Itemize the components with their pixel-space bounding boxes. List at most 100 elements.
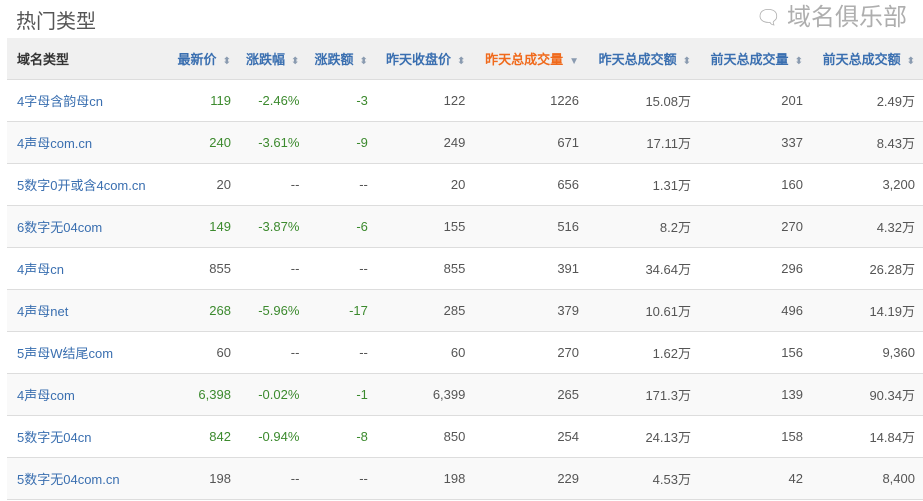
- cell: 1.31万: [587, 163, 699, 206]
- cell: 9,360: [810, 331, 923, 374]
- column-header-4[interactable]: 昨天收盘价 ⬍: [375, 38, 474, 80]
- watermark-text: 域名俱乐部: [787, 4, 907, 31]
- cell: -9: [307, 121, 376, 164]
- cell: -3: [307, 79, 376, 122]
- cell: 391: [473, 247, 588, 290]
- cell: 14.84万: [810, 415, 923, 458]
- page-title: 热门类型: [16, 11, 96, 33]
- cell: 26.28万: [810, 247, 923, 290]
- cell: 201: [698, 79, 811, 122]
- cell: -0.02%: [238, 373, 308, 416]
- table-row: 5数字0开或含4com.cn 20 -- -- 20 656 1.31万 160 3,200: [7, 163, 923, 206]
- cell: --: [238, 331, 308, 374]
- cell: -6: [307, 205, 376, 248]
- column-label: 涨跌幅: [246, 52, 286, 67]
- cell: 254: [473, 415, 588, 458]
- cell: 149: [170, 205, 239, 248]
- cell: 24.13万: [587, 415, 699, 458]
- sort-icon[interactable]: ⬍: [794, 56, 803, 67]
- cell: 155: [375, 205, 474, 248]
- domain-type-link[interactable]: 5声母W结尾com: [7, 331, 171, 374]
- cell: 296: [698, 247, 811, 290]
- cell: 850: [375, 415, 474, 458]
- column-label: 最新价: [177, 52, 217, 67]
- column-label: 昨天总成交量: [485, 52, 564, 67]
- column-header-7[interactable]: 前天总成交量 ⬍: [698, 38, 811, 80]
- sort-icon[interactable]: ⬍: [222, 56, 231, 67]
- cell: -3.61%: [238, 121, 308, 164]
- cell: --: [238, 163, 308, 206]
- domain-type-link[interactable]: 4声母net: [7, 289, 171, 332]
- domain-type-link[interactable]: 5数字无04com.cn: [7, 457, 171, 500]
- cell: 20: [375, 163, 474, 206]
- column-header-8[interactable]: 前天总成交额 ⬍: [810, 38, 923, 80]
- hot-types-table: 域名类型 最新价 ⬍ 涨跌幅 ⬍ 涨跌额 ⬍ 昨天收盘价 ⬍ 昨天总成交量 ▼ 昨天总成交额 ⬍ 前天总成…: [7, 38, 923, 500]
- table-row: 6数字无04com 149 -3.87% -6 155 516 8.2万 270 4.32万: [7, 205, 923, 248]
- cell: 842: [170, 415, 239, 458]
- column-label: 昨天收盘价: [385, 52, 451, 67]
- column-label: 前天总成交量: [710, 52, 789, 67]
- column-header-6[interactable]: 昨天总成交额 ⬍: [587, 38, 699, 80]
- cell: 1226: [473, 79, 588, 122]
- domain-type-link[interactable]: 4字母含韵母cn: [7, 79, 171, 122]
- sort-icon[interactable]: ⬍: [906, 56, 915, 67]
- domain-type-link[interactable]: 4声母com: [7, 373, 171, 416]
- cell: 14.19万: [810, 289, 923, 332]
- cell: 160: [698, 163, 811, 206]
- cell: 337: [698, 121, 811, 164]
- cell: --: [307, 331, 376, 374]
- cell: 4.32万: [810, 205, 923, 248]
- cell: --: [307, 457, 376, 500]
- domain-type-link[interactable]: 4声母cn: [7, 247, 171, 290]
- cell: 198: [375, 457, 474, 500]
- cell: -5.96%: [238, 289, 308, 332]
- cell: 855: [170, 247, 239, 290]
- cell: 6,399: [375, 373, 474, 416]
- table-row: 5数字无04com.cn 198 -- -- 198 229 4.53万 42 8,400: [7, 457, 923, 500]
- sort-icon[interactable]: ⬍: [682, 56, 691, 67]
- cell: 20: [170, 163, 239, 206]
- cell: 265: [473, 373, 588, 416]
- column-header-3[interactable]: 涨跌额 ⬍: [307, 38, 376, 80]
- cell: 10.61万: [587, 289, 699, 332]
- column-label: 域名类型: [17, 52, 70, 67]
- cell: 496: [698, 289, 811, 332]
- cell: 379: [473, 289, 588, 332]
- cell: -17: [307, 289, 376, 332]
- cell: 2.49万: [810, 79, 923, 122]
- cell: 156: [698, 331, 811, 374]
- cell: --: [307, 163, 376, 206]
- cell: -3.87%: [238, 205, 308, 248]
- cell: -1: [307, 373, 376, 416]
- cell: 34.64万: [587, 247, 699, 290]
- cell: -8: [307, 415, 376, 458]
- cell: 249: [375, 121, 474, 164]
- cell: 15.08万: [587, 79, 699, 122]
- domain-type-link[interactable]: 6数字无04com: [7, 205, 171, 248]
- cell: 8.2万: [587, 205, 699, 248]
- cell: 158: [698, 415, 811, 458]
- cell: 285: [375, 289, 474, 332]
- cell: 8,400: [810, 457, 923, 500]
- sort-icon[interactable]: ⬍: [291, 56, 300, 67]
- table-row: 4声母com.cn 240 -3.61% -9 249 671 17.11万 337 8.43万: [7, 121, 923, 164]
- cell: 8.43万: [810, 121, 923, 164]
- cell: 855: [375, 247, 474, 290]
- column-header-5[interactable]: 昨天总成交量 ▼: [473, 38, 588, 80]
- cell: 656: [473, 163, 588, 206]
- cell: 1.62万: [587, 331, 699, 374]
- column-label: 昨天总成交额: [598, 52, 677, 67]
- column-header-2[interactable]: 涨跌幅 ⬍: [238, 38, 308, 80]
- column-header-1[interactable]: 最新价 ⬍: [170, 38, 239, 80]
- cell: 270: [473, 331, 588, 374]
- domain-type-link[interactable]: 4声母com.cn: [7, 121, 171, 164]
- cell: 60: [170, 331, 239, 374]
- sort-desc-icon[interactable]: ▼: [569, 56, 580, 67]
- cell: 229: [473, 457, 588, 500]
- sort-icon[interactable]: ⬍: [456, 56, 466, 67]
- sort-icon[interactable]: ⬍: [359, 56, 368, 67]
- domain-type-link[interactable]: 5数字0开或含4com.cn: [7, 163, 171, 206]
- domain-type-link[interactable]: 5数字无04cn: [7, 415, 171, 458]
- cell: 671: [473, 121, 588, 164]
- cell: 4.53万: [587, 457, 699, 500]
